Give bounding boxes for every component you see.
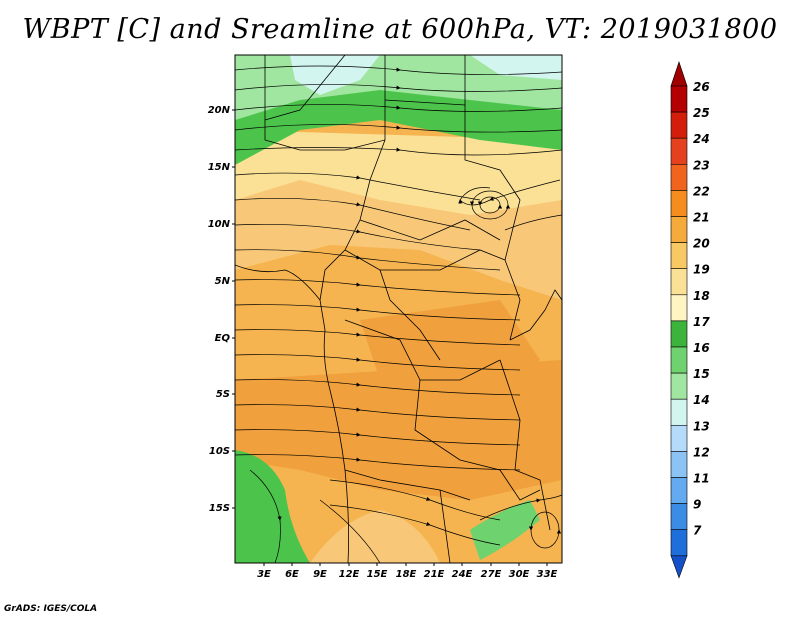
- colorbar-swatch: [670, 137, 688, 165]
- lon-label: 18E: [396, 569, 417, 580]
- lon-label: 27E: [481, 569, 502, 580]
- colorbar-swatch: [670, 190, 688, 217]
- colorbar-swatch: [670, 451, 688, 478]
- colorbar-swatch: [670, 216, 688, 243]
- colorbar-swatch: [670, 268, 688, 296]
- lon-label: 15E: [367, 569, 388, 580]
- wbpt-band-pale-cyan: [290, 55, 380, 95]
- colorbar-label: 17: [693, 315, 710, 329]
- colorbar-label: 21: [693, 211, 710, 225]
- lat-label: 20N: [208, 105, 231, 116]
- wbpt-band-orange-center: [360, 300, 540, 400]
- colorbar-swatch: [670, 503, 688, 531]
- lat-ticks: [232, 109, 235, 509]
- lat-label: 5S: [216, 389, 230, 400]
- colorbar-swatch: [670, 372, 688, 400]
- streamlines: [235, 65, 562, 563]
- colorbar-swatch: [670, 424, 688, 452]
- wbpt-patch-pale-south: [310, 510, 440, 563]
- chart-title: WBPT [C] and Sreamline at 600hPa, VT: 20…: [22, 14, 778, 45]
- colorbar-swatch: [670, 111, 688, 139]
- colorbar-swatch: [670, 242, 688, 270]
- lon-label: 3E: [257, 569, 271, 580]
- wbpt-band-pale: [235, 130, 562, 215]
- lon-axis: 3E 6E 9E 12E 15E 18E 21E 24E 27E 30E 33E: [257, 569, 557, 580]
- colorbar-swatch: [670, 85, 688, 113]
- lon-label: 30E: [509, 569, 530, 580]
- wbpt-patch-green-se: [470, 500, 540, 560]
- colorbar-label: 25: [693, 106, 710, 120]
- lat-label: EQ: [215, 333, 231, 344]
- lat-label: 5N: [215, 276, 231, 287]
- colorbar-label: 12: [693, 445, 710, 459]
- colorbar-label: 20: [693, 237, 710, 251]
- colorbar-label: 14: [693, 393, 710, 407]
- lat-axis: 20N 15N 10N 5N EQ 5S 10S 15S: [208, 105, 231, 514]
- colorbar-label: 13: [693, 419, 710, 433]
- colorbar-swatch: [670, 294, 688, 322]
- colorbar-swatch: [670, 529, 688, 557]
- colorbar-label: 16: [693, 341, 710, 355]
- country-borders: [235, 55, 562, 563]
- colorbar-swatch: [670, 164, 688, 191]
- colorbar-label: 26: [693, 80, 710, 94]
- map-area: [235, 55, 562, 563]
- lon-label: 6E: [285, 569, 299, 580]
- wbpt-patch-green-sw: [235, 450, 310, 563]
- colorbar-label: 23: [693, 158, 710, 172]
- lon-label: 24E: [452, 569, 473, 580]
- colorbar-label: 7: [693, 524, 702, 538]
- wbpt-band-pale-cyan-2: [470, 55, 562, 80]
- lat-label: 10S: [209, 446, 230, 457]
- colorbar-label: 24: [693, 132, 710, 146]
- lat-label: 15S: [209, 503, 230, 514]
- grads-credit: GrADS: IGES/COLA: [4, 604, 98, 614]
- colorbar-swatch: [670, 320, 688, 348]
- colorbar-label: 18: [693, 289, 710, 303]
- map-frame: [234, 54, 563, 564]
- lon-label: 9E: [313, 569, 327, 580]
- colorbar-bottom-arrow: [670, 555, 688, 579]
- lon-label: 12E: [339, 569, 360, 580]
- lon-label: 21E: [424, 569, 445, 580]
- colorbar-label: 9: [693, 498, 701, 512]
- lat-label: 15N: [208, 162, 231, 173]
- colorbar: 26 25 24 23 22 21 20 19 18 17 16 15 14 13 12 11 9 7: [670, 61, 710, 579]
- colorbar-label: 11: [693, 472, 710, 486]
- colorbar-swatch: [670, 398, 688, 426]
- colorbar-label: 19: [693, 263, 710, 277]
- colorbar-swatch: [670, 346, 688, 374]
- lat-label: 10N: [208, 219, 231, 230]
- colorbar-label: 15: [693, 367, 710, 381]
- colorbar-top-arrow: [670, 61, 688, 87]
- lon-ticks: [263, 563, 548, 566]
- colorbar-swatch: [670, 477, 688, 504]
- colorbar-label: 22: [693, 184, 710, 198]
- lon-label: 33E: [537, 569, 558, 580]
